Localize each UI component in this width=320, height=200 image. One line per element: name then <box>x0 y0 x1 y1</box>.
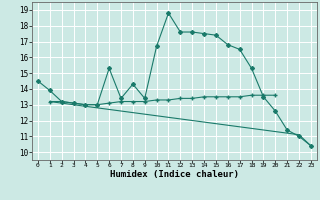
X-axis label: Humidex (Indice chaleur): Humidex (Indice chaleur) <box>110 170 239 179</box>
